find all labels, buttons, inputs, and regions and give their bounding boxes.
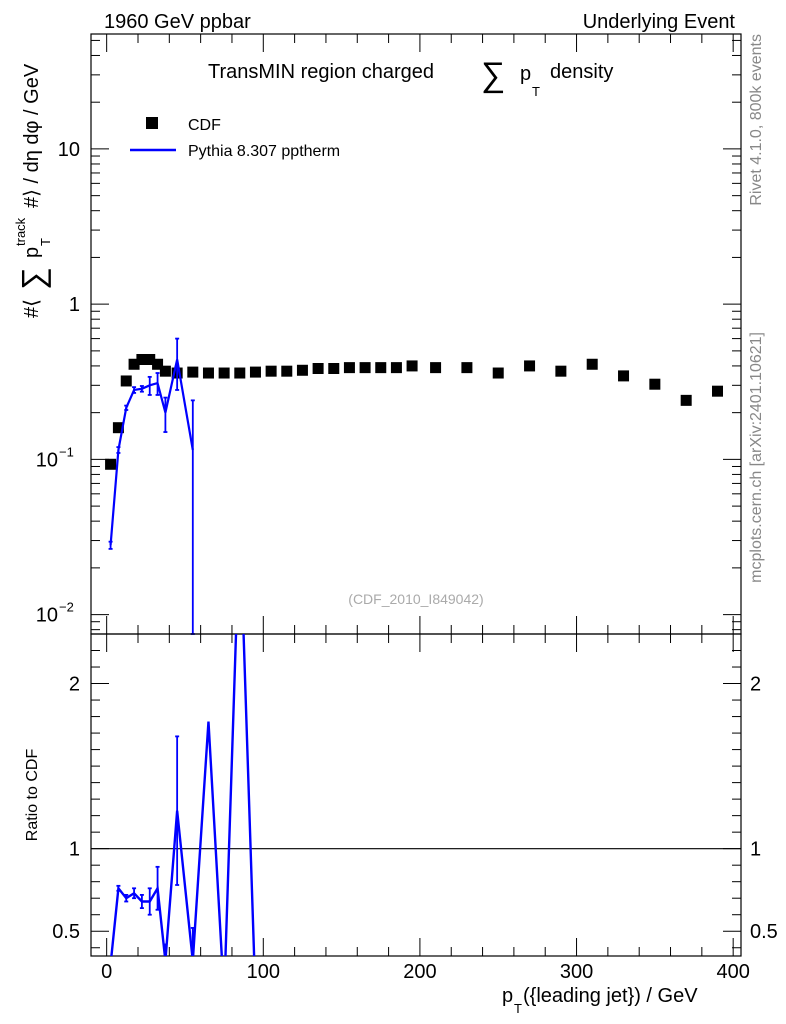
cdf-point [112, 422, 124, 434]
cdf-point [406, 360, 418, 372]
ratio-y-tick-label-left: 1 [69, 839, 80, 861]
cdf-point [492, 367, 504, 379]
cdf-point [359, 362, 371, 374]
header-left: 1960 GeV ppbar [104, 11, 251, 33]
cdf-point [461, 362, 473, 374]
cdf-point [296, 364, 308, 376]
title-sub: T [532, 84, 540, 99]
ylabel-b: #⟩ / dη dφ / GeV [21, 63, 43, 208]
cdf-point [159, 365, 171, 377]
cdf-point [136, 353, 148, 365]
ratio-series [110, 634, 256, 956]
title-text: TransMIN region charged [208, 61, 434, 83]
cdf-point [281, 365, 293, 377]
ratio-panel: 2 2 1 1 0.5 0.5 0 100 200 300 400 Ratio to CDF p … [24, 633, 778, 1016]
main-data-marks [105, 337, 724, 635]
x-tick-label: 400 [716, 961, 749, 983]
legend-pythia-label: Pythia 8.307 pptherm [188, 143, 340, 160]
cdf-point [712, 385, 724, 397]
legend-cdf-label: CDF [188, 117, 221, 134]
x-tick-label: 0 [101, 961, 112, 983]
ratio-y-tick-label-right: 0.5 [750, 921, 778, 943]
main-y-tick-label: 10 [36, 449, 58, 471]
cdf-point [680, 394, 692, 406]
ratio-y-tick-label-right: 2 [750, 674, 761, 696]
x-tick-labels: 0 100 200 300 400 [101, 961, 750, 983]
main-title: TransMIN region charged ∑ p T density [208, 56, 613, 99]
ylabel-sum: ∑ [15, 267, 51, 290]
cdf-point [105, 458, 117, 470]
cdf-point [618, 370, 630, 382]
cdf-point [375, 362, 387, 374]
ratio-frame [90, 633, 742, 957]
x-tick-label: 100 [247, 961, 280, 983]
cdf-point [586, 358, 598, 370]
cdf-point [649, 378, 661, 390]
xlabel-sub: T [514, 1001, 522, 1016]
rivet-label: Rivet 4.1.0, 800k events [748, 34, 765, 206]
x-tick-label: 300 [560, 961, 593, 983]
cdf-point [128, 358, 140, 370]
ratio-y-tick-label-left: 2 [69, 674, 80, 696]
cdf-point [249, 366, 261, 378]
cdf-point [312, 362, 324, 374]
pythia-line [109, 359, 194, 546]
cdf-point [265, 365, 277, 377]
cdf-point [430, 362, 442, 374]
cdf-point [120, 375, 132, 387]
x-tick-label: 200 [403, 961, 436, 983]
cdf-point [218, 367, 230, 379]
main-y-tick-label: 10 [58, 139, 80, 161]
title-post: density [550, 61, 613, 83]
cdf-point [390, 362, 402, 374]
title-sum: ∑ [481, 56, 505, 94]
cdf-point [343, 362, 355, 374]
xlabel-p: p [502, 985, 513, 1007]
x-axis-label: p T ({leading jet}) / GeV [502, 985, 698, 1016]
cdf-point [144, 353, 156, 365]
ratio-y-label: Ratio to CDF [24, 749, 41, 842]
ratio-y-tick-labels: 2 2 1 1 0.5 0.5 [52, 674, 778, 944]
cdf-point [234, 367, 246, 379]
mcplots-label: mcplots.cern.ch [arXiv:2401.10621] [748, 332, 765, 583]
ylabel-sub: T [38, 238, 53, 246]
legend-cdf-marker [146, 117, 158, 129]
cdf-point [202, 367, 214, 379]
ratio-data-marks [110, 634, 256, 956]
xlabel-rest: ({leading jet}) / GeV [523, 985, 698, 1007]
cdf-point [555, 365, 567, 377]
main-y-tick-exponent: −2 [59, 600, 74, 615]
ratio-axis-ticks [91, 634, 741, 956]
main-y-tick-exponent: −1 [59, 444, 74, 459]
legend: CDF Pythia 8.307 pptherm [130, 117, 340, 160]
cdf-point [152, 358, 164, 370]
ratio-line [110, 634, 256, 956]
main-y-label: #⟨ ∑ p track T #⟩ / dη dφ / GeV [13, 63, 53, 318]
main-y-tick-label: 10 [36, 605, 58, 627]
ratio-y-tick-label-left: 0.5 [52, 921, 80, 943]
header-right: Underlying Event [583, 11, 736, 33]
ylabel-sup: track [13, 217, 28, 246]
main-axis-ticks [91, 34, 741, 634]
cdf-point [187, 366, 199, 378]
ylabel-p: p [21, 247, 43, 258]
cdf-point [524, 360, 536, 372]
main-y-tick-label: 1 [69, 294, 80, 316]
analysis-watermark: (CDF_2010_I849042) [348, 591, 483, 607]
title-p: p [520, 63, 531, 85]
ratio-y-tick-label-right: 1 [750, 839, 761, 861]
cdf-point [328, 362, 340, 374]
ylabel-a: #⟨ [21, 299, 43, 318]
